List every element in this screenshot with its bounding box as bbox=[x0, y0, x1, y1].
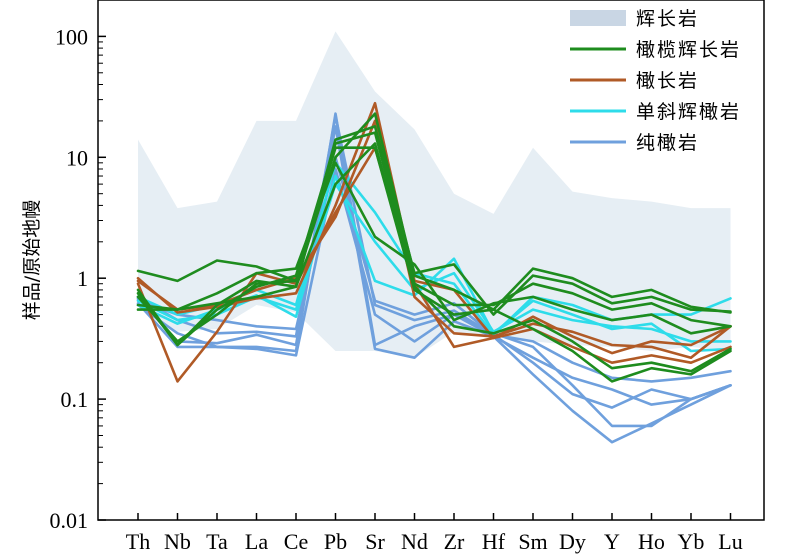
x-tick-label-Y: Y bbox=[604, 529, 620, 554]
series-line-12 bbox=[136, 112, 732, 314]
x-tick-label-Hf: Hf bbox=[482, 529, 506, 554]
legend-label-4: 单斜辉橄岩 bbox=[636, 101, 741, 123]
legend-label-2: 橄榄辉长岩 bbox=[636, 39, 741, 61]
series-line-4 bbox=[136, 167, 732, 406]
x-tick-label-Lu: Lu bbox=[718, 529, 742, 554]
series-line-5 bbox=[136, 156, 732, 383]
x-tick-label-Th: Th bbox=[126, 529, 150, 554]
x-tick-label-La: La bbox=[245, 529, 268, 554]
x-tick-label-Nb: Nb bbox=[164, 529, 191, 554]
x-axis-ticks: Th Nb Ta La Ce Pb Sr Nd Zr Hf Sm Dy Y Ho Yb Lu bbox=[126, 513, 743, 554]
legend-swatch-1 bbox=[570, 10, 626, 26]
y-tick-label-1: 0.01 bbox=[50, 508, 89, 533]
legend-label-1: 辉长岩 bbox=[636, 8, 699, 30]
plot-frame bbox=[97, 0, 765, 521]
y-tick-label-2: 0.1 bbox=[61, 387, 89, 412]
y-tick-label-4: 10 bbox=[66, 145, 88, 170]
y-tick-label-5: 100 bbox=[55, 24, 88, 49]
legend-label-5: 纯橄岩 bbox=[636, 132, 699, 154]
x-tick-label-Nd: Nd bbox=[401, 529, 428, 554]
x-tick-label-Zr: Zr bbox=[444, 529, 465, 554]
series-line-17 bbox=[136, 146, 732, 383]
x-tick-label-Ta: Ta bbox=[206, 529, 228, 554]
series-line-15 bbox=[136, 161, 732, 335]
x-tick-label-Yb: Yb bbox=[678, 529, 705, 554]
series-lines bbox=[136, 101, 732, 444]
y-axis-label: 样品/原始地幔 bbox=[21, 200, 43, 320]
x-tick-label-Pb: Pb bbox=[324, 529, 347, 554]
x-tick-label-Dy: Dy bbox=[559, 529, 586, 554]
x-tick-label-Sm: Sm bbox=[518, 529, 547, 554]
legend-label-3: 橄长岩 bbox=[636, 70, 699, 92]
y-tick-label-3: 1 bbox=[77, 266, 88, 291]
series-line-2 bbox=[136, 125, 732, 444]
x-tick-label-Sr: Sr bbox=[365, 529, 385, 554]
y-axis-ticks: 0.01 0.1 1 10 100 bbox=[50, 0, 106, 533]
x-tick-label-Ho: Ho bbox=[638, 529, 665, 554]
x-tick-label-Ce: Ce bbox=[284, 529, 308, 554]
series-line-13 bbox=[136, 125, 732, 347]
